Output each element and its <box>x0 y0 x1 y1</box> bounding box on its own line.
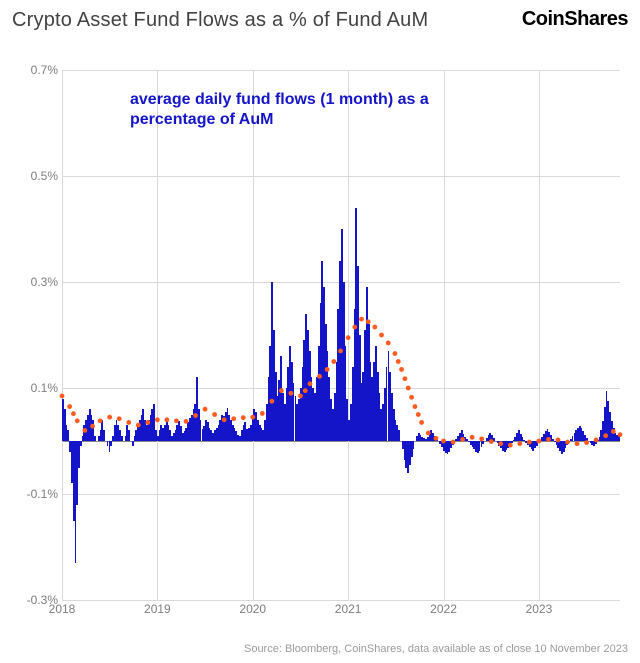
y-gridline <box>62 600 620 601</box>
plot-area: average daily fund flows (1 month) as a … <box>62 70 620 600</box>
chart-container: average daily fund flows (1 month) as a … <box>12 62 628 622</box>
x-tick-label: 2020 <box>239 602 266 616</box>
x-tick-label: 2019 <box>144 602 171 616</box>
chart-title: Crypto Asset Fund Flows as a % of Fund A… <box>12 8 428 32</box>
legend-label: average daily fund flows (1 month) as a … <box>130 90 430 130</box>
page-root: Crypto Asset Fund Flows as a % of Fund A… <box>0 0 640 663</box>
x-tick-label: 2018 <box>49 602 76 616</box>
trend-line <box>62 70 620 600</box>
y-tick-label: 0.3% <box>12 275 58 289</box>
x-tick-label: 2021 <box>335 602 362 616</box>
header: Crypto Asset Fund Flows as a % of Fund A… <box>0 0 640 32</box>
y-tick-label: 0.7% <box>12 63 58 77</box>
y-tick-label: 0.5% <box>12 169 58 183</box>
y-tick-label: 0.1% <box>12 381 58 395</box>
x-tick-label: 2023 <box>526 602 553 616</box>
source-footer: Source: Bloomberg, CoinShares, data avai… <box>244 643 628 655</box>
x-tick-label: 2022 <box>430 602 457 616</box>
brand-logo-text: CoinShares <box>522 8 628 31</box>
y-tick-label: -0.1% <box>12 487 58 501</box>
